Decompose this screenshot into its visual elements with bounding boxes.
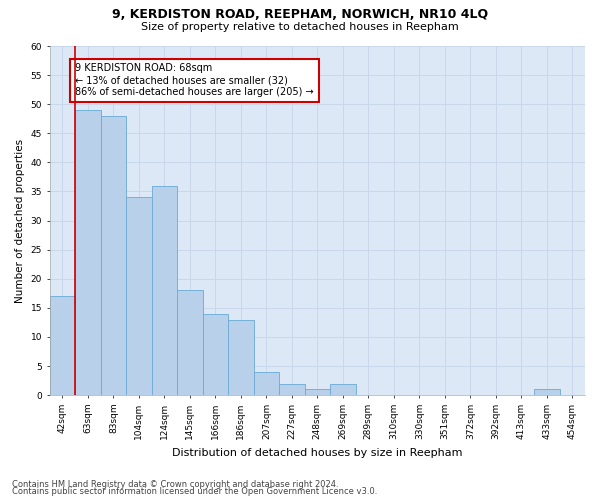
Bar [228,320,254,395]
Bar [75,110,101,395]
X-axis label: Distribution of detached houses by size in Reepham: Distribution of detached houses by size … [172,448,463,458]
Text: Contains HM Land Registry data © Crown copyright and database right 2024.: Contains HM Land Registry data © Crown c… [12,480,338,489]
Text: 9 KERDISTON ROAD: 68sqm
← 13% of detached houses are smaller (32)
86% of semi-de: 9 KERDISTON ROAD: 68sqm ← 13% of detache… [75,64,314,96]
Bar [152,186,177,395]
Bar [50,296,75,395]
Y-axis label: Number of detached properties: Number of detached properties [15,138,25,302]
Bar [534,390,560,395]
Bar [330,384,356,395]
Bar [203,314,228,395]
Text: 9, KERDISTON ROAD, REEPHAM, NORWICH, NR10 4LQ: 9, KERDISTON ROAD, REEPHAM, NORWICH, NR1… [112,8,488,20]
Bar [126,198,152,395]
Text: Size of property relative to detached houses in Reepham: Size of property relative to detached ho… [141,22,459,32]
Bar [101,116,126,395]
Bar [177,290,203,395]
Bar [279,384,305,395]
Bar [305,390,330,395]
Bar [254,372,279,395]
Text: Contains public sector information licensed under the Open Government Licence v3: Contains public sector information licen… [12,488,377,496]
